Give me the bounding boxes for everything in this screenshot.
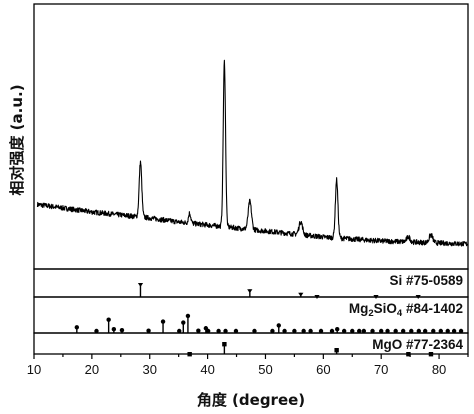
x-axis: 10 20 30 40 50 60 70 80 xyxy=(27,354,469,377)
plot-frame xyxy=(33,3,469,270)
reference-marker xyxy=(185,313,191,319)
reference-label-part: SiO xyxy=(374,301,397,316)
reference-marker xyxy=(270,328,275,334)
reference-pattern: Mg2SiO4 #84-1402 xyxy=(74,301,464,334)
reference-marker xyxy=(94,328,99,334)
reference-marker xyxy=(177,328,182,334)
y-axis-title: 相对强度 (a.u.) xyxy=(8,84,26,195)
x-tick-label: 40 xyxy=(200,362,214,377)
reference-marker xyxy=(282,328,287,334)
reference-marker xyxy=(308,328,313,334)
reference-marker xyxy=(357,328,362,334)
reference-marker xyxy=(409,328,414,334)
reference-marker xyxy=(400,328,406,334)
reference-marker xyxy=(247,289,253,294)
x-tick-label: 30 xyxy=(142,362,156,377)
reference-marker xyxy=(341,328,347,334)
reference-marker xyxy=(111,327,117,332)
reference-marker xyxy=(106,317,111,322)
reference-marker xyxy=(445,328,450,334)
reference-marker xyxy=(379,328,384,334)
reference-marker xyxy=(298,292,304,297)
reference-marker xyxy=(196,328,201,333)
reference-label-part: 4 xyxy=(397,308,403,319)
xrd-pattern xyxy=(36,59,469,247)
x-tick-label: 20 xyxy=(85,362,99,377)
reference-marker xyxy=(458,328,464,334)
reference-marker xyxy=(415,295,421,299)
reference-marker xyxy=(335,327,340,332)
x-tick-label: 50 xyxy=(258,362,272,377)
reference-marker xyxy=(431,328,436,334)
reference-label-part: #84-1402 xyxy=(402,301,463,316)
reference-pattern: Si #75-0589 xyxy=(137,273,463,299)
reference-marker xyxy=(314,295,320,299)
reference-marker xyxy=(428,352,434,357)
reference-marker xyxy=(406,352,411,357)
reference-marker xyxy=(329,328,335,334)
reference-marker xyxy=(222,342,227,347)
reference-label: MgO #77-2364 xyxy=(372,337,463,352)
reference-label: Mg2SiO4 #84-1402 xyxy=(349,301,463,319)
reference-marker xyxy=(74,325,80,330)
reference-marker xyxy=(370,328,375,334)
reference-marker xyxy=(422,328,428,334)
reference-marker xyxy=(334,348,339,353)
reference-marker xyxy=(292,328,297,334)
x-tick-label: 80 xyxy=(432,362,446,377)
reference-marker xyxy=(181,320,186,325)
reference-label-part: MgO #77-2364 xyxy=(372,337,463,352)
xrd-curve xyxy=(36,59,469,247)
reference-label: Si #75-0589 xyxy=(389,273,463,288)
reference-marker xyxy=(187,352,192,357)
reference-marker xyxy=(146,328,151,333)
reference-marker xyxy=(301,328,306,334)
reference-marker xyxy=(393,328,398,334)
reference-marker xyxy=(205,328,211,334)
x-axis-title: 角度 (degree) xyxy=(197,391,305,409)
reference-label-part: 2 xyxy=(368,308,373,319)
reference-marker xyxy=(373,295,379,299)
reference-marker xyxy=(318,328,324,334)
x-tick-label: 10 xyxy=(27,362,41,377)
reference-label-part: Mg xyxy=(349,301,369,316)
reference-panel-frame xyxy=(33,332,469,355)
reference-marker xyxy=(276,323,281,328)
reference-marker xyxy=(252,328,257,334)
panel-frames xyxy=(33,3,469,355)
reference-patterns: Si #75-0589 Mg2SiO4 #84-1402 MgO #77-2364 xyxy=(74,273,464,357)
reference-marker xyxy=(385,328,390,334)
reference-marker xyxy=(416,328,422,334)
reference-marker xyxy=(233,328,239,334)
reference-marker xyxy=(160,319,166,324)
reference-marker xyxy=(137,283,144,287)
reference-marker xyxy=(361,328,367,334)
x-tick-label: 70 xyxy=(374,362,388,377)
reference-pattern: MgO #77-2364 xyxy=(187,337,463,357)
reference-label-part: Si #75-0589 xyxy=(389,273,463,288)
reference-marker xyxy=(119,327,125,333)
reference-marker xyxy=(350,328,355,334)
x-tick-label: 60 xyxy=(316,362,330,377)
reference-marker xyxy=(438,328,444,334)
reference-marker xyxy=(451,328,457,334)
reference-marker xyxy=(216,328,221,334)
reference-marker xyxy=(223,328,228,334)
